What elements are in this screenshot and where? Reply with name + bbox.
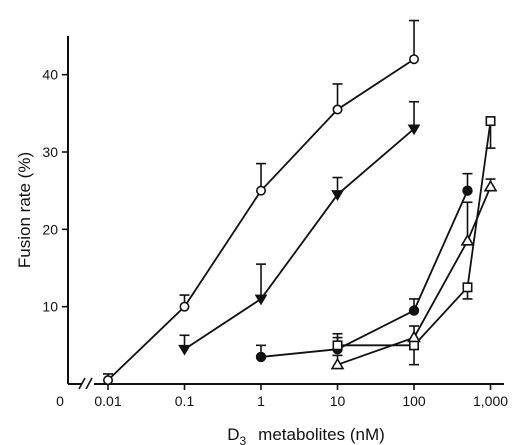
open-triangle-up-marker <box>330 357 345 370</box>
open-circle-marker <box>256 185 267 196</box>
open-triangle-up-marker <box>407 330 421 343</box>
x-axis-label-rest: metabolites (nM) <box>258 425 385 444</box>
series-open-circle <box>103 19 420 386</box>
x-axis-label-subscript: 3 <box>239 434 246 445</box>
open-triangle-up-marker <box>483 179 498 192</box>
x-tick-label: 1,000 <box>473 393 508 409</box>
series-filled-circle <box>255 172 473 363</box>
open-square-marker <box>462 282 473 293</box>
series-line <box>107 58 415 381</box>
filled-triangle-down-marker <box>254 294 268 306</box>
y-tick-label: 30 <box>42 144 58 160</box>
y-axis-label: Fusion rate (%) <box>15 152 34 268</box>
x-tick-label: 10 <box>330 393 346 409</box>
filled-triangle-down-marker <box>178 344 191 356</box>
x-tick-label: 100 <box>402 393 426 409</box>
open-square-marker <box>485 116 496 127</box>
series-filled-triangle-down <box>178 100 421 356</box>
open-square-marker <box>409 340 420 351</box>
series-line <box>337 120 492 347</box>
series-open-square <box>332 116 496 366</box>
filled-circle-marker <box>255 351 267 363</box>
open-circle-marker <box>332 104 343 115</box>
y-tick-label: 20 <box>42 221 58 237</box>
x-tick-label: 1 <box>257 393 265 409</box>
y-tick-label: 10 <box>42 299 58 315</box>
axis-break-mark <box>78 377 86 390</box>
series-line <box>184 128 415 350</box>
x-tick-label: 0.01 <box>94 393 121 409</box>
open-circle-marker <box>409 54 420 65</box>
filled-triangle-down-marker <box>331 190 344 202</box>
open-triangle-up-marker <box>460 233 475 246</box>
open-square-marker <box>332 340 343 351</box>
y-ticks: 10 20 30 40 <box>42 67 68 315</box>
x-zero-label: 0 <box>56 393 64 409</box>
y-tick-label: 40 <box>42 67 58 83</box>
filled-circle-marker <box>408 305 420 316</box>
series-line <box>337 186 492 366</box>
axis-break-mark <box>85 377 93 390</box>
x-tick-label: 0.1 <box>175 393 195 409</box>
open-circle-marker <box>103 375 114 386</box>
x-ticks: 0.01 0.1 1 10 100 1,000 <box>94 384 508 409</box>
x-axis-label-main: D <box>227 425 239 444</box>
axes <box>67 36 504 390</box>
open-circle-marker <box>179 301 190 312</box>
series-group <box>103 19 498 386</box>
series-line <box>260 190 469 358</box>
filled-triangle-down-marker <box>407 124 421 136</box>
x-axis-label: D3 metabolites (nM) <box>227 425 385 445</box>
series-open-triangle-up <box>330 178 498 370</box>
filled-circle-marker <box>462 185 473 196</box>
